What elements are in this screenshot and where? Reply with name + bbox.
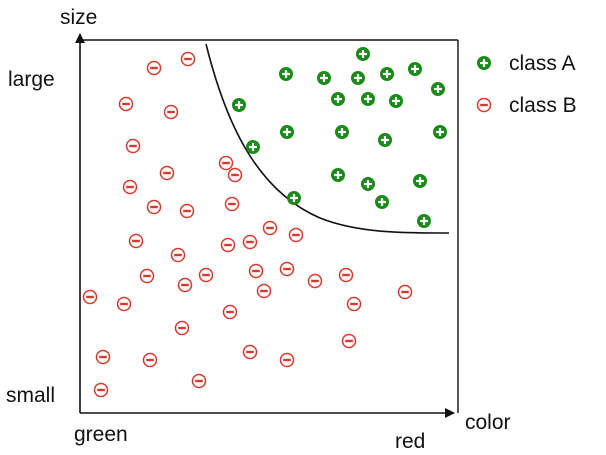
class-b-points [82, 51, 413, 398]
class-b-point [177, 277, 193, 293]
class-a-point [413, 174, 427, 188]
class-b-point [95, 349, 111, 365]
class-b-point [159, 165, 175, 181]
legend-minus-icon [476, 97, 492, 113]
class-a-point [317, 71, 331, 85]
class-b-point [279, 352, 295, 368]
class-b-point [222, 304, 238, 320]
class-a-point [280, 125, 294, 139]
legend-class-b-marker [476, 97, 492, 113]
class-a-point [246, 140, 260, 154]
class-a-point [389, 94, 403, 108]
class-b-point [142, 352, 158, 368]
class-a-point [287, 191, 301, 205]
x-axis-high-label: red [395, 430, 425, 453]
class-b-point [118, 96, 134, 112]
class-b-point [248, 263, 264, 279]
y-axis-title: size [60, 6, 97, 29]
class-b-point [122, 179, 138, 195]
x-axis-title: color [465, 411, 511, 434]
y-axis-low-label: small [6, 384, 55, 407]
class-b-point [242, 344, 258, 360]
class-b-point [163, 104, 179, 120]
class-b-point [174, 320, 190, 336]
class-a-point [417, 214, 431, 228]
class-b-point [180, 51, 196, 67]
class-a-point [380, 67, 394, 81]
class-a-point [335, 125, 349, 139]
class-b-point [139, 268, 155, 284]
class-b-point [179, 203, 195, 219]
class-b-point [170, 247, 186, 263]
class-a-points [232, 47, 447, 228]
class-a-point [433, 125, 447, 139]
class-b-point [146, 199, 162, 215]
class-b-point [220, 237, 236, 253]
class-a-point [361, 92, 375, 106]
class-a-point [375, 195, 389, 209]
class-b-point [116, 296, 132, 312]
class-a-point [331, 92, 345, 106]
class-a-point [279, 67, 293, 81]
legend-plus-icon [477, 56, 491, 70]
class-b-point [191, 373, 207, 389]
class-b-point [262, 220, 278, 236]
class-b-point [288, 227, 304, 243]
class-b-point [224, 196, 240, 212]
class-a-point [356, 47, 370, 61]
class-a-point [361, 177, 375, 191]
legend: class A class B [476, 52, 577, 117]
class-a-point [232, 98, 246, 112]
class-a-point [408, 62, 422, 76]
class-b-point [146, 60, 162, 76]
class-b-point [198, 267, 214, 283]
class-b-point [93, 382, 109, 398]
class-b-point [128, 233, 144, 249]
class-b-point [341, 333, 357, 349]
decision-boundary [205, 43, 450, 234]
class-b-point [397, 284, 413, 300]
class-a-point [431, 82, 445, 96]
class-b-point [218, 155, 234, 171]
class-b-point [346, 296, 362, 312]
class-a-point [378, 133, 392, 147]
class-b-point [242, 234, 258, 250]
x-axis-low-label: green [74, 423, 128, 446]
class-b-point [307, 273, 323, 289]
legend-class-b-label: class B [509, 94, 577, 117]
class-a-point [331, 168, 345, 182]
y-axis-high-label: large [8, 68, 55, 91]
legend-class-a-marker [477, 56, 491, 70]
class-b-point [125, 138, 141, 154]
class-b-point [82, 289, 98, 305]
class-b-point [279, 261, 295, 277]
class-b-point [338, 267, 354, 283]
class-b-point [256, 283, 272, 299]
class-b-point [227, 167, 243, 183]
class-a-point [351, 71, 365, 85]
legend-class-a-label: class A [509, 52, 576, 75]
